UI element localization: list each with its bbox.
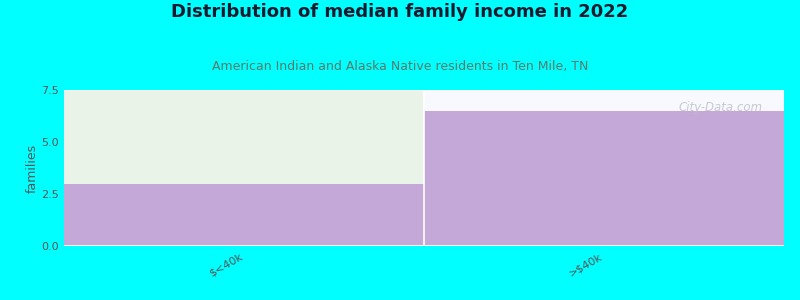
Text: Distribution of median family income in 2022: Distribution of median family income in … bbox=[171, 3, 629, 21]
Text: City-Data.com: City-Data.com bbox=[678, 101, 762, 114]
Y-axis label: families: families bbox=[26, 143, 38, 193]
Text: American Indian and Alaska Native residents in Ten Mile, TN: American Indian and Alaska Native reside… bbox=[212, 60, 588, 73]
